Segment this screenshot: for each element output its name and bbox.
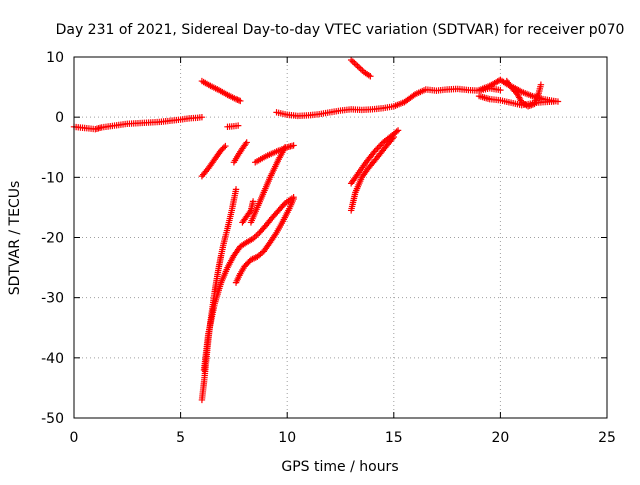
- data-point: [232, 186, 240, 193]
- series-arc-baseline-2: [273, 85, 504, 120]
- data-point: [234, 96, 241, 103]
- data-point: [537, 81, 545, 88]
- data-point: [550, 98, 557, 105]
- data-point: [222, 142, 229, 150]
- data-point: [410, 92, 417, 99]
- data-point: [217, 147, 225, 154]
- data-point: [242, 140, 249, 148]
- data-point: [372, 146, 380, 154]
- y-tick-label: 10: [46, 50, 64, 66]
- series-arc-baseline-1: [70, 113, 206, 133]
- data-point: [220, 144, 228, 151]
- data-point: [243, 139, 250, 146]
- x-tick-label: 25: [598, 430, 616, 446]
- series-arc-east-a: [347, 133, 397, 214]
- x-axis-label: GPS time / hours: [281, 459, 398, 475]
- series-arc-fragment-b: [224, 122, 242, 130]
- data-point: [374, 145, 381, 152]
- y-tick-label: -30: [41, 291, 64, 307]
- data-point: [290, 195, 297, 203]
- data-point: [232, 95, 240, 103]
- series-arc-rise-b: [232, 195, 297, 286]
- data-point: [198, 113, 206, 121]
- data-point: [249, 198, 257, 205]
- series-arc-short-c: [252, 142, 297, 166]
- series-arc-mid-rise: [239, 198, 257, 226]
- data-layer: [70, 56, 562, 404]
- series-arc-descending-a: [198, 77, 244, 105]
- chart-title: Day 231 of 2021, Sidereal Day-to-day VTE…: [56, 22, 625, 38]
- y-tick-label: -50: [41, 411, 64, 427]
- data-point: [219, 145, 226, 153]
- data-point: [497, 86, 504, 94]
- data-point: [371, 148, 378, 155]
- y-tick-label: 0: [55, 110, 64, 126]
- x-tick-label: 15: [385, 430, 403, 446]
- series-arc-high-fragment: [347, 56, 374, 80]
- data-point: [394, 127, 402, 134]
- data-point: [234, 122, 242, 129]
- series-arc-east-b: [347, 127, 402, 187]
- data-point: [377, 142, 384, 149]
- data-point: [246, 208, 254, 216]
- y-axis-label: SDTVAR / TECUs: [7, 181, 23, 296]
- data-point: [237, 97, 244, 105]
- tick-layer: 0 5 10 15 20 25 -50 -40 -30 -20 -10 0 10: [41, 50, 616, 446]
- series-arc-late-hook: [503, 77, 545, 110]
- data-point: [393, 128, 400, 135]
- data-point: [235, 97, 243, 104]
- data-point: [375, 143, 383, 151]
- x-tick-label: 10: [278, 430, 296, 446]
- y-tick-label: -20: [41, 231, 64, 247]
- y-tick-label: -40: [41, 351, 64, 367]
- data-point: [367, 73, 374, 80]
- series-arc-rise-a: [200, 193, 297, 374]
- series-arc-short-b: [230, 139, 250, 166]
- x-tick-label: 5: [176, 430, 185, 446]
- x-tick-label: 0: [70, 430, 79, 446]
- series-arc-short-a: [198, 142, 229, 180]
- x-tick-label: 20: [491, 430, 509, 446]
- data-point: [353, 172, 360, 180]
- data-point: [290, 142, 297, 149]
- y-tick-label: -10: [41, 170, 64, 186]
